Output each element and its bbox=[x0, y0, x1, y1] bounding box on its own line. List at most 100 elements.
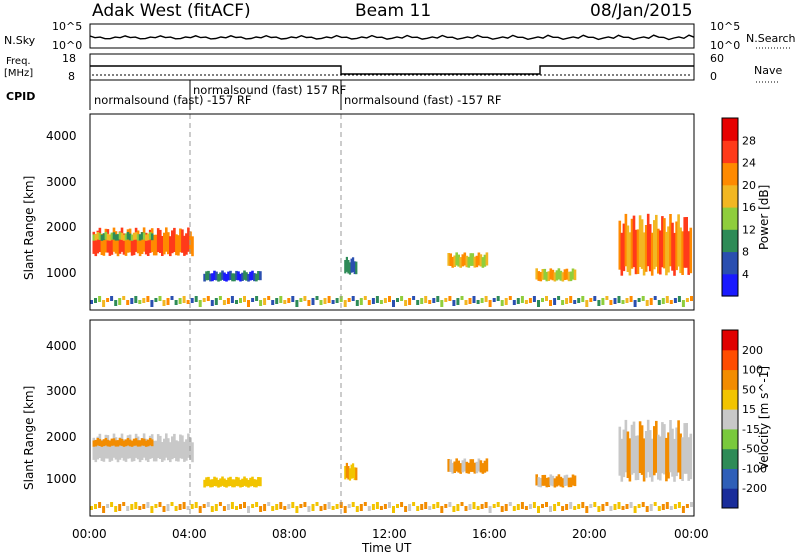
near-range-cell bbox=[243, 296, 246, 302]
power-cbar-swatch-3 bbox=[722, 207, 738, 230]
echo-cell bbox=[130, 440, 134, 447]
echo-region-4 bbox=[447, 458, 489, 474]
near-range-cell bbox=[210, 506, 214, 512]
near-range-cell bbox=[251, 298, 255, 302]
echo-cell bbox=[630, 424, 634, 475]
echo-cell bbox=[159, 229, 162, 253]
echo-cell bbox=[557, 268, 561, 280]
near-range-cell bbox=[222, 506, 226, 511]
echo-cell bbox=[535, 474, 538, 486]
near-range-cell bbox=[629, 296, 633, 302]
power-colorbar: 4 8 12 16 20 24 28 bbox=[721, 117, 756, 297]
near-range-cell bbox=[553, 298, 557, 305]
near-range-cell bbox=[190, 298, 194, 303]
near-range-cell bbox=[657, 300, 661, 305]
near-range-cell bbox=[186, 506, 190, 510]
echo-cell bbox=[140, 438, 144, 460]
nsky-tick-top-right: 10^5 bbox=[710, 20, 740, 33]
echo-cell bbox=[535, 268, 538, 280]
echo-cell bbox=[347, 260, 350, 274]
near-range-cell bbox=[283, 506, 287, 510]
near-range-cell bbox=[537, 300, 540, 307]
near-range-cell bbox=[690, 296, 693, 301]
echo-cell bbox=[118, 231, 122, 254]
near-range-cell bbox=[484, 296, 488, 302]
vel-y-tick-4000: 4000 bbox=[46, 339, 77, 353]
echo-cell bbox=[92, 440, 96, 447]
near-range-cell bbox=[263, 504, 267, 511]
near-range-cell bbox=[468, 504, 472, 510]
near-range-cell bbox=[307, 506, 311, 512]
echo-cell bbox=[108, 234, 112, 241]
echo-cell bbox=[449, 459, 452, 472]
echo-cell bbox=[175, 440, 178, 462]
echo-cell bbox=[116, 236, 120, 257]
near-range-cell bbox=[279, 502, 283, 509]
echo-cell bbox=[142, 232, 146, 240]
echo-cell bbox=[243, 270, 246, 280]
near-range-cell bbox=[412, 502, 416, 506]
near-range-cell bbox=[267, 502, 271, 506]
near-range-cell bbox=[629, 502, 633, 508]
near-range-cell bbox=[669, 506, 673, 510]
echo-cell bbox=[205, 477, 208, 487]
echo-cell bbox=[632, 215, 636, 268]
near-range-cell bbox=[243, 502, 246, 508]
echo-cell bbox=[106, 229, 110, 253]
echo-cell bbox=[638, 215, 642, 267]
echo-cell bbox=[128, 439, 132, 447]
freq-tick-bottom: 8 bbox=[68, 70, 75, 83]
echo-cell bbox=[681, 231, 684, 275]
echo-cell bbox=[128, 233, 132, 241]
echo-cell bbox=[563, 269, 567, 280]
near-range-cell bbox=[677, 502, 681, 508]
echo-cell bbox=[465, 461, 469, 474]
echo-cell bbox=[569, 271, 573, 282]
echo-cell bbox=[636, 229, 640, 274]
echo-cell bbox=[213, 270, 216, 280]
near-range-cell bbox=[202, 298, 206, 302]
near-range-cell bbox=[464, 506, 468, 511]
near-range-cell bbox=[617, 502, 621, 509]
echo-cell bbox=[679, 227, 682, 274]
near-range-cell bbox=[122, 296, 126, 300]
echo-cell bbox=[632, 421, 636, 474]
echo-cell bbox=[567, 477, 571, 488]
near-range-cell bbox=[118, 504, 122, 511]
echo-cell bbox=[475, 461, 479, 474]
echo-cell bbox=[628, 438, 632, 482]
nsky-tick-bottom-right: 10^0 bbox=[710, 39, 740, 52]
echo-cell bbox=[138, 440, 142, 447]
echo-cell bbox=[620, 232, 624, 276]
near-range-cell bbox=[311, 298, 315, 305]
x-tick-5: 20:00 bbox=[572, 527, 607, 541]
echo-cell bbox=[154, 234, 158, 256]
echo-cell bbox=[352, 257, 355, 273]
near-range-cell bbox=[601, 298, 605, 305]
near-range-cell bbox=[263, 298, 267, 305]
echo-cell bbox=[547, 477, 551, 487]
near-range-cell bbox=[476, 300, 480, 304]
cpid-segment-1: normalsound (fast) -157 RF bbox=[94, 93, 251, 107]
near-range-cell bbox=[464, 300, 468, 305]
echo-cell bbox=[241, 478, 244, 487]
echo-cell bbox=[102, 439, 106, 447]
echo-cell bbox=[485, 252, 489, 266]
echo-cell bbox=[124, 233, 128, 241]
near-range-cell bbox=[239, 298, 242, 303]
near-range-cell bbox=[150, 506, 154, 513]
echo-cell bbox=[98, 439, 102, 446]
near-range-cell bbox=[581, 502, 585, 508]
echo-cell bbox=[187, 227, 190, 252]
near-range-cell bbox=[146, 502, 150, 508]
near-range-cell bbox=[198, 506, 202, 513]
cpid-segment-2: normalsound (fast) 157 RF bbox=[193, 83, 346, 97]
echo-cell bbox=[481, 257, 485, 268]
vel-cbar-tick-6: 100 bbox=[742, 364, 763, 377]
echo-cell bbox=[179, 434, 182, 459]
echo-cell bbox=[565, 268, 569, 280]
near-range-cell bbox=[440, 300, 444, 307]
near-range-cell bbox=[275, 298, 279, 304]
near-range-cell bbox=[206, 296, 210, 301]
echo-cell bbox=[106, 439, 110, 447]
